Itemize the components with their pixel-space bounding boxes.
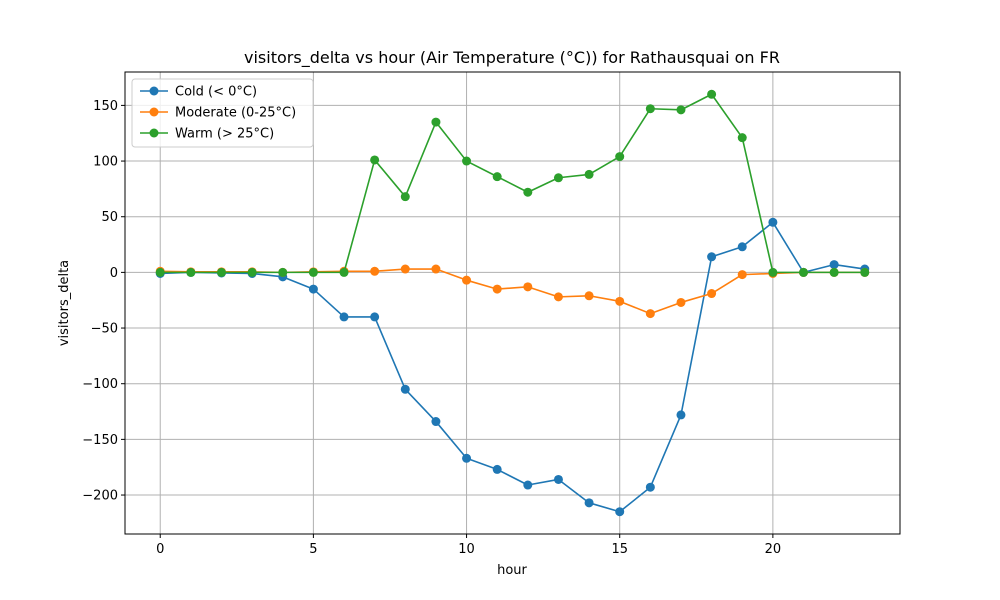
data-point [462,275,472,285]
data-point [492,464,502,474]
legend-label: Cold (< 0°C) [175,85,257,100]
legend-item: Warm (> 25°C) [140,127,274,142]
y-tick-label: 100 [93,155,118,170]
data-point [615,152,625,162]
data-point [523,480,533,490]
data-point [737,270,747,280]
data-point [615,507,625,517]
data-point [339,312,349,322]
y-axis-label: visitors_delta [57,260,72,346]
data-point [155,267,165,277]
legend-marker [149,128,159,138]
data-point [462,156,472,166]
legend-item: Moderate (0-25°C) [140,106,296,121]
data-point [431,117,441,127]
series-line [160,93,865,274]
data-point [615,296,625,306]
data-point [584,169,594,179]
data-point [308,284,318,294]
data-point [370,266,380,276]
data-point [492,284,502,294]
legend-item: Cold (< 0°C) [140,85,257,100]
axis-ticks: 0 5 10 15 20 −200 −150 −100 −50 0 50 100 150 [82,99,781,557]
x-tick-label: 10 [458,542,475,557]
data-point [707,89,717,99]
data-point [645,309,655,319]
data-point [370,312,380,322]
data-point [247,267,257,277]
data-point [768,217,778,227]
data-point [400,264,410,274]
data-point [400,384,410,394]
legend-marker [149,86,159,96]
data-point [707,252,717,262]
data-point [768,267,778,277]
y-tick-label: 150 [93,99,118,114]
data-point [584,291,594,301]
data-point [676,105,686,115]
data-point [186,267,196,277]
x-tick-label: 20 [765,542,782,557]
plot-area-frame [124,71,901,535]
data-point [216,267,226,277]
data-point [462,453,472,463]
y-tick-label: −150 [82,433,118,448]
data-point [737,133,747,143]
data-point [431,417,441,427]
legend-box [131,78,314,148]
data-point [370,155,380,165]
series-line [160,221,865,513]
data-point [553,173,563,183]
data-point [676,297,686,307]
data-point [308,267,318,277]
x-tick-label: 0 [156,542,164,557]
y-tick-label: −100 [82,377,118,392]
legend: Cold (< 0°C) Moderate (0-25°C) Warm (> 25°… [131,78,314,148]
data-point [645,482,655,492]
data-point [523,187,533,197]
data-point [431,264,441,274]
data-point [339,267,349,277]
data-point [676,410,686,420]
data-point [645,104,655,114]
data-point [829,260,839,270]
chart-title: visitors_delta vs hour (Air Temperature … [244,48,780,68]
legend-label: Moderate (0-25°C) [175,106,296,121]
legend-marker [149,107,159,117]
data-point [492,172,502,182]
legend-label: Warm (> 25°C) [175,127,274,142]
series-2 [155,89,870,277]
x-tick-label: 15 [611,542,628,557]
data-point [737,242,747,252]
data-point [400,192,410,202]
y-tick-label: −200 [82,489,118,504]
x-tick-label: 5 [309,542,317,557]
data-point [553,292,563,302]
data-point [860,267,870,277]
data-point [278,267,288,277]
data-point [707,289,717,299]
series-layer [155,89,870,517]
y-tick-label: −50 [91,322,118,337]
data-point [584,498,594,508]
data-point [829,267,839,277]
y-tick-label: 50 [101,210,118,225]
data-point [553,474,563,484]
y-tick-label: 0 [110,266,118,281]
data-point [523,282,533,292]
x-axis-label: hour [497,563,527,578]
data-point [799,267,809,277]
